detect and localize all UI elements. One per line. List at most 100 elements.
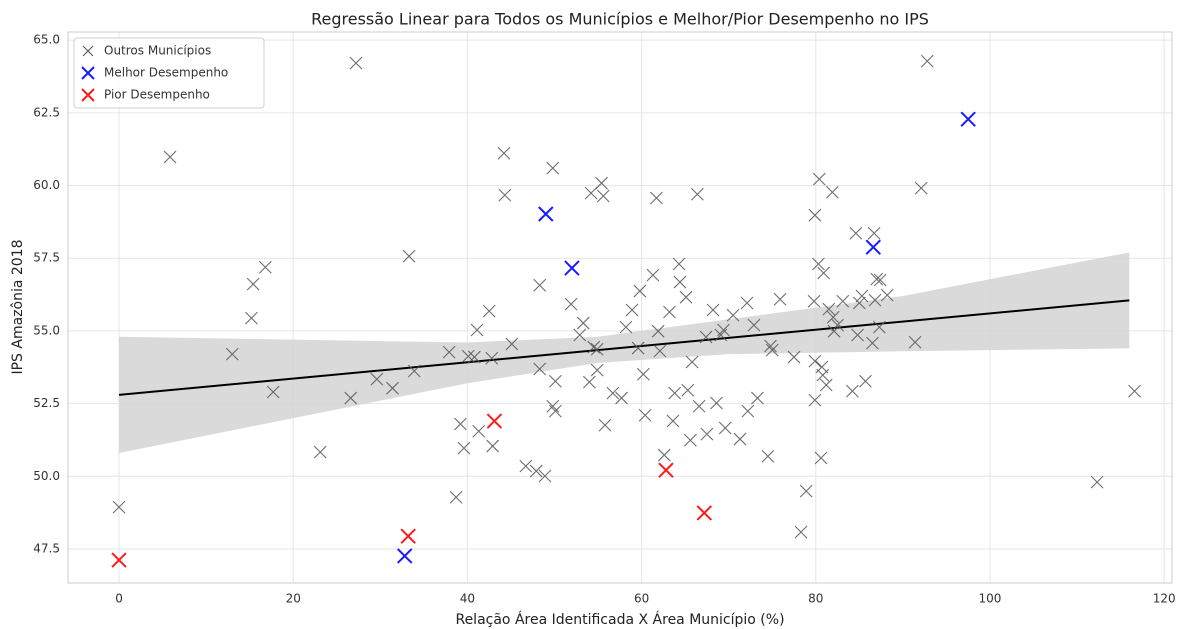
point	[633, 284, 647, 298]
point	[590, 342, 604, 356]
point	[812, 172, 826, 186]
point	[225, 347, 239, 361]
point	[868, 293, 882, 307]
point	[761, 449, 775, 463]
point	[867, 226, 881, 240]
point	[470, 323, 484, 337]
point	[696, 505, 713, 521]
x-tick-label: 80	[808, 592, 823, 606]
point	[872, 320, 886, 334]
point	[808, 354, 822, 368]
point	[606, 386, 620, 400]
point	[548, 374, 562, 388]
point	[685, 355, 699, 369]
legend-label: Outros Municípios	[104, 44, 211, 58]
point	[831, 318, 844, 332]
point	[1090, 475, 1104, 489]
point	[564, 260, 580, 276]
point	[681, 383, 695, 397]
point	[485, 351, 499, 365]
point	[822, 302, 836, 316]
point	[920, 54, 934, 68]
point	[808, 393, 822, 407]
point	[679, 290, 693, 304]
point	[519, 459, 533, 473]
point	[799, 484, 813, 498]
point	[573, 328, 587, 342]
x-tick-label: 0	[115, 592, 123, 606]
point	[764, 339, 777, 353]
point	[461, 349, 475, 363]
y-axis-label: IPS Amazônia 2018	[10, 239, 26, 374]
plot-frame	[67, 31, 1173, 584]
y-tick-label: 60.0	[33, 178, 60, 192]
point	[576, 316, 590, 330]
point	[650, 191, 663, 205]
point	[880, 288, 894, 302]
point	[344, 391, 358, 405]
point	[402, 249, 416, 263]
point	[808, 208, 822, 222]
y-tick-label: 55.0	[33, 323, 60, 337]
point	[163, 150, 177, 164]
point	[865, 239, 881, 255]
regression-line	[118, 299, 1130, 396]
point	[651, 324, 665, 338]
point	[546, 399, 560, 413]
confidence-band	[119, 252, 1130, 454]
point	[870, 272, 884, 286]
point	[692, 399, 706, 413]
point	[747, 318, 761, 332]
x-tick-label: 120	[1153, 592, 1176, 606]
legend-marker	[81, 66, 95, 80]
point	[718, 421, 732, 435]
point	[590, 363, 604, 377]
point	[845, 384, 859, 398]
point	[740, 296, 754, 310]
point	[849, 226, 863, 240]
point	[584, 186, 598, 200]
point	[816, 368, 830, 382]
point	[873, 273, 887, 287]
point	[859, 374, 872, 388]
legend-label: Pior Desempenho	[104, 88, 210, 102]
point	[538, 206, 554, 222]
point	[564, 297, 578, 311]
point	[546, 161, 560, 175]
legend-label: Melhor Desempenho	[104, 66, 228, 80]
point	[246, 277, 260, 291]
point	[396, 548, 413, 564]
point	[855, 289, 869, 303]
point	[596, 189, 610, 203]
point	[482, 304, 496, 318]
point	[538, 469, 552, 483]
point	[400, 528, 416, 544]
point	[467, 350, 481, 364]
point	[866, 336, 879, 350]
point	[666, 414, 680, 428]
point	[457, 441, 471, 455]
y-tick-label: 50.0	[33, 469, 60, 483]
point	[486, 439, 500, 453]
point	[653, 344, 667, 358]
point	[690, 187, 704, 201]
point	[533, 278, 547, 292]
legend-marker	[81, 88, 95, 102]
point	[726, 308, 740, 322]
point	[498, 188, 512, 202]
point	[587, 340, 601, 354]
point	[112, 500, 126, 514]
point	[533, 362, 547, 376]
point	[683, 433, 697, 447]
point	[370, 372, 384, 386]
legend-box	[73, 37, 265, 109]
point	[668, 386, 682, 400]
point	[819, 378, 833, 392]
point	[505, 337, 519, 351]
point	[386, 381, 399, 395]
point	[598, 418, 612, 432]
point	[673, 275, 687, 289]
point	[638, 408, 652, 422]
point	[814, 451, 828, 465]
point	[449, 490, 463, 504]
